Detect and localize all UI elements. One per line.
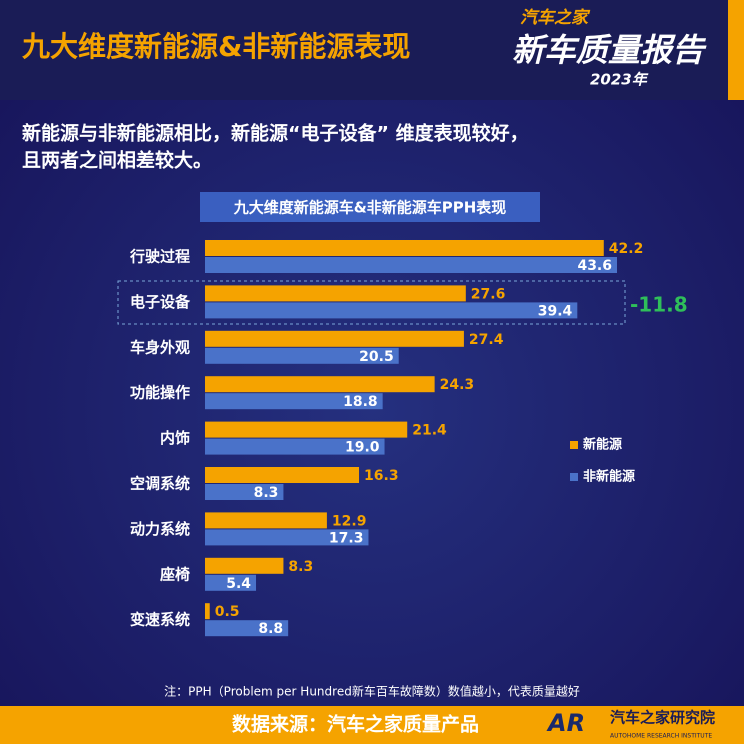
legend-label: 新能源 (583, 437, 622, 453)
bar (205, 557, 284, 574)
bar (205, 330, 464, 347)
value-label: 39.4 (538, 303, 573, 319)
category-label: 座椅 (159, 565, 190, 583)
category-label: 功能操作 (130, 384, 190, 402)
category-label: 电子设备 (130, 293, 191, 311)
note: 注：PPH（Problem per Hundred新车百车故障数）数值越小，代表… (164, 684, 580, 699)
category-label: 车身外观 (130, 338, 190, 356)
bar (205, 603, 210, 620)
value-label: 5.4 (226, 576, 251, 592)
value-label: 18.8 (343, 394, 378, 410)
footer-band (0, 706, 744, 744)
source: 数据来源：汽车之家质量产品 (232, 713, 479, 736)
value-label: 27.4 (469, 332, 504, 348)
logo-top: 汽车之家 (520, 8, 591, 28)
value-label: 8.3 (288, 559, 313, 575)
brand-mark: AR (546, 709, 585, 737)
value-label: 0.5 (215, 604, 240, 620)
bar (205, 529, 369, 546)
bar (205, 393, 383, 410)
logo-main: 新车质量报告 (512, 31, 707, 69)
logo-year: 2023年 (590, 71, 649, 89)
bar (205, 421, 408, 438)
value-label: 8.8 (258, 621, 283, 637)
legend-label: 非新能源 (583, 469, 635, 485)
bar (205, 574, 257, 591)
bar (205, 257, 617, 273)
value-label: 12.9 (332, 513, 367, 529)
brand-en: AUTOHOME RESEARCH INSTITUTE (610, 733, 712, 740)
summary-line: 且两者之间相差较大。 (22, 149, 212, 172)
bar (205, 347, 399, 364)
category-label: 空调系统 (130, 475, 190, 493)
value-label: 21.4 (412, 423, 447, 439)
highlight-box (117, 280, 626, 325)
bar (205, 376, 435, 393)
annotation: -11.8 (630, 293, 688, 317)
bar (205, 240, 604, 256)
legend-swatch (570, 473, 578, 481)
value-label: 42.2 (609, 241, 644, 257)
category-label: 动力系统 (130, 520, 190, 538)
bar (205, 620, 289, 637)
header-accent (728, 0, 744, 100)
value-label: 8.3 (254, 485, 279, 501)
value-label: 43.6 (577, 258, 612, 274)
page-title: 九大维度新能源&非新能源表现 (22, 30, 410, 63)
value-label: 27.6 (471, 286, 506, 302)
bar (205, 484, 284, 500)
bar (205, 467, 360, 483)
value-label: 16.3 (364, 468, 399, 484)
bar (205, 512, 327, 529)
category-label: 变速系统 (130, 611, 190, 629)
category-label: 内饰 (160, 429, 190, 447)
bar (205, 438, 385, 455)
brand: 汽车之家研究院 (610, 709, 715, 727)
category-label: 行驶过程 (129, 248, 190, 266)
header-band (0, 0, 744, 100)
chart-title: 九大维度新能源车&非新能源车PPH表现 (233, 199, 507, 217)
legend-swatch (570, 441, 578, 449)
value-label: 17.3 (329, 530, 364, 546)
chart-title-box (200, 192, 540, 222)
bar (205, 302, 578, 319)
value-label: 24.3 (440, 377, 475, 393)
bar (205, 285, 466, 302)
value-label: 19.0 (345, 440, 380, 456)
value-label: 20.5 (359, 349, 394, 365)
summary-line: 新能源与非新能源相比，新能源“电子设备” 维度表现较好， (22, 122, 529, 145)
